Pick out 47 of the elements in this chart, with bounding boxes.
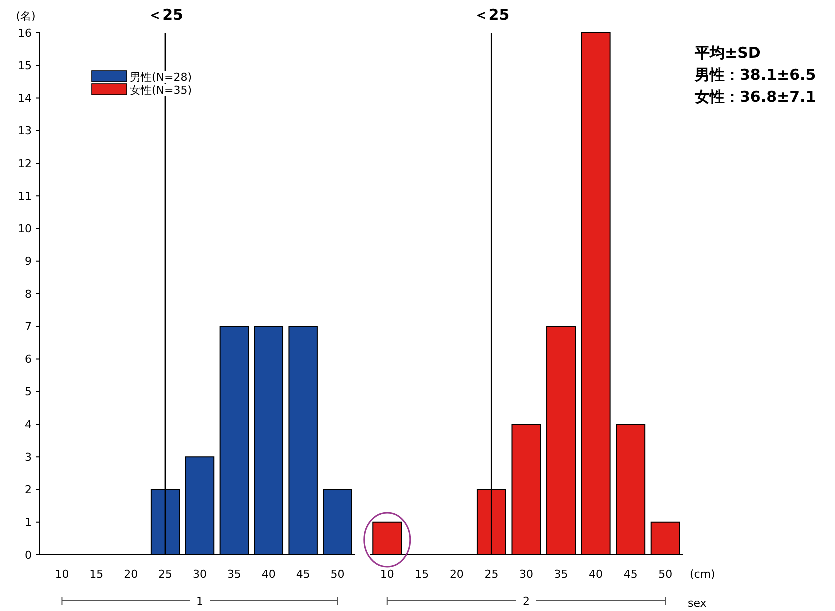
x-tick-label: 45 — [624, 568, 638, 581]
y-tick-label: 0 — [25, 548, 32, 562]
x-tick-label: 25 — [484, 568, 499, 581]
x-tick-label: 50 — [330, 568, 345, 581]
text: (cm) — [690, 568, 716, 581]
text: 男性：38.1±6.5 — [694, 66, 816, 84]
ref-line-label: ＜25 — [474, 6, 510, 24]
x-tick-label: 30 — [193, 568, 207, 581]
x-tick-label: 20 — [450, 568, 464, 581]
y-tick-label: 11 — [18, 190, 32, 203]
legend-label: 男性(N=28) — [130, 70, 192, 84]
y-tick-label: 5 — [25, 386, 32, 399]
x-tick-label: 35 — [227, 568, 242, 581]
x-tick-label: 40 — [589, 568, 604, 581]
x-tick-label: 45 — [296, 568, 310, 581]
y-tick-label: 8 — [25, 288, 32, 301]
y-tick-label: 9 — [25, 255, 32, 268]
x-tick-label: 15 — [415, 568, 430, 581]
x-tick-label: 40 — [262, 568, 276, 581]
x-tick-label: 10 — [380, 568, 394, 581]
text: 平均±SD — [694, 44, 761, 62]
x-tick-label: 10 — [55, 568, 70, 581]
y-axis-title: (名) — [16, 10, 36, 23]
y-tick-label: 1 — [25, 516, 32, 530]
y-tick-label: 3 — [25, 450, 32, 464]
x-tick-label: 25 — [158, 568, 173, 581]
y-tick-label: 4 — [25, 418, 32, 432]
text: sex — [688, 597, 708, 610]
x-tick-label: 50 — [658, 568, 673, 581]
y-tick-label: 14 — [18, 92, 32, 106]
y-tick-label: 7 — [25, 320, 32, 334]
ref-line-label: ＜25 — [148, 6, 184, 24]
x-axis-title: 1 — [196, 595, 204, 608]
x-tick-label: 35 — [554, 568, 568, 581]
x-tick-label: 15 — [90, 568, 104, 581]
y-tick-label: 15 — [18, 59, 32, 72]
x-tick-label: 20 — [124, 568, 138, 581]
y-tick-label: 6 — [25, 353, 32, 366]
y-tick-label: 10 — [18, 222, 32, 236]
text: 女性：36.8±7.1 — [694, 88, 816, 106]
y-tick-label: 12 — [18, 157, 32, 170]
y-tick-label: 13 — [18, 124, 32, 138]
y-tick-label: 2 — [25, 484, 32, 497]
x-axis-title: 2 — [523, 595, 530, 608]
x-tick-label: 30 — [520, 568, 534, 581]
y-tick-label: 16 — [18, 26, 32, 40]
legend-label: 女性(N=35) — [130, 84, 192, 97]
